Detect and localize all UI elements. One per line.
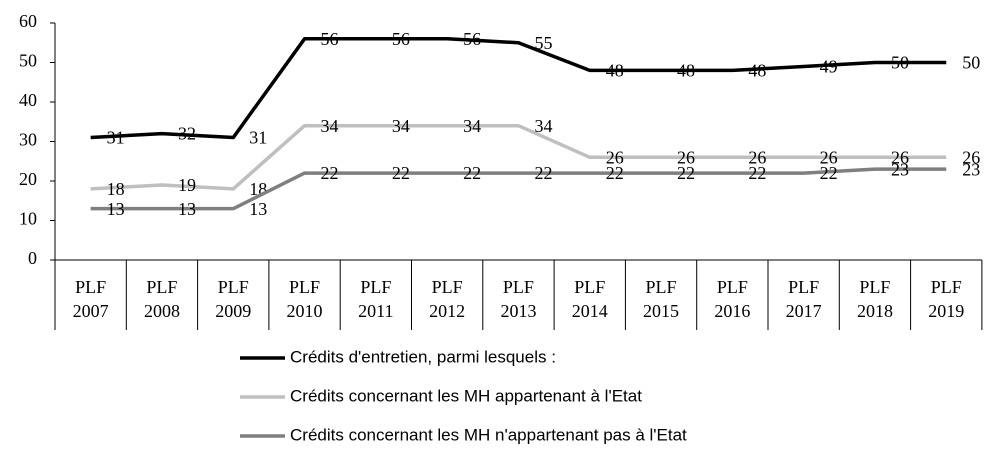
data-label: 50 [962, 53, 980, 73]
data-label: 31 [107, 128, 125, 148]
data-label: 23 [962, 159, 980, 179]
data-label: 49 [820, 57, 838, 77]
data-label: 26 [820, 147, 838, 167]
x-tick-label: PLF 2013 [500, 277, 537, 321]
data-label: 22 [748, 163, 766, 183]
x-tick-label: PLF 2011 [358, 277, 394, 321]
y-tick-label: 50 [19, 51, 37, 71]
data-label: 56 [392, 29, 410, 49]
data-label: 22 [321, 163, 339, 183]
data-label: 13 [249, 199, 267, 219]
data-label: 13 [107, 199, 125, 219]
y-tick-label: 20 [19, 169, 37, 189]
legend-label: Crédits d'entretien, parmi lesquels : [290, 347, 556, 366]
x-tick-label: PLF 2016 [714, 277, 751, 321]
data-label: 18 [107, 179, 125, 199]
data-label: 26 [748, 147, 766, 167]
data-label: 55 [534, 33, 552, 53]
legend-label: Crédits concernant les MH n'appartenant … [290, 425, 687, 444]
y-tick-label: 0 [28, 248, 37, 268]
data-label: 22 [463, 163, 481, 183]
data-label: 31 [249, 128, 267, 148]
series-line [90, 123, 947, 191]
data-label: 34 [463, 116, 481, 136]
data-label: 22 [392, 163, 410, 183]
data-label: 13 [178, 199, 196, 219]
data-label: 22 [820, 163, 838, 183]
data-label: 34 [534, 116, 552, 136]
series-line [90, 167, 947, 211]
data-label: 22 [677, 163, 695, 183]
data-label: 32 [178, 124, 196, 144]
y-tick-label: 40 [19, 90, 37, 110]
x-tick-label: PLF 2009 [215, 277, 252, 321]
x-tick-label: PLF 2019 [928, 277, 965, 321]
data-label: 34 [321, 116, 339, 136]
data-label: 26 [962, 147, 980, 167]
data-label: 48 [677, 61, 695, 81]
data-label: 48 [748, 61, 766, 81]
data-label: 26 [606, 147, 624, 167]
data-label: 26 [677, 147, 695, 167]
data-label: 34 [392, 116, 410, 136]
y-tick-label: 30 [19, 130, 37, 150]
data-label: 22 [606, 163, 624, 183]
data-label: 19 [178, 175, 196, 195]
legend-label: Crédits concernant les MH appartenant à … [290, 386, 642, 405]
data-label: 26 [891, 147, 909, 167]
data-label: 56 [463, 29, 481, 49]
x-tick-label: PLF 2012 [429, 277, 466, 321]
x-tick-label: PLF 2018 [856, 277, 893, 321]
data-label: 50 [891, 53, 909, 73]
y-tick-label: 10 [19, 209, 37, 229]
data-label: 56 [321, 29, 339, 49]
y-tick-label: 60 [19, 11, 37, 31]
data-label: 23 [891, 159, 909, 179]
x-tick-label: PLF 2014 [571, 277, 608, 321]
data-label: 48 [606, 61, 624, 81]
x-tick-label: PLF 2015 [643, 277, 680, 321]
series-line [90, 37, 947, 140]
x-tick-label: PLF 2010 [286, 277, 323, 321]
x-tick-label: PLF 2017 [785, 277, 822, 321]
data-label: 22 [534, 163, 552, 183]
x-tick-label: PLF 2007 [72, 277, 109, 321]
x-tick-label: PLF 2008 [143, 277, 180, 321]
